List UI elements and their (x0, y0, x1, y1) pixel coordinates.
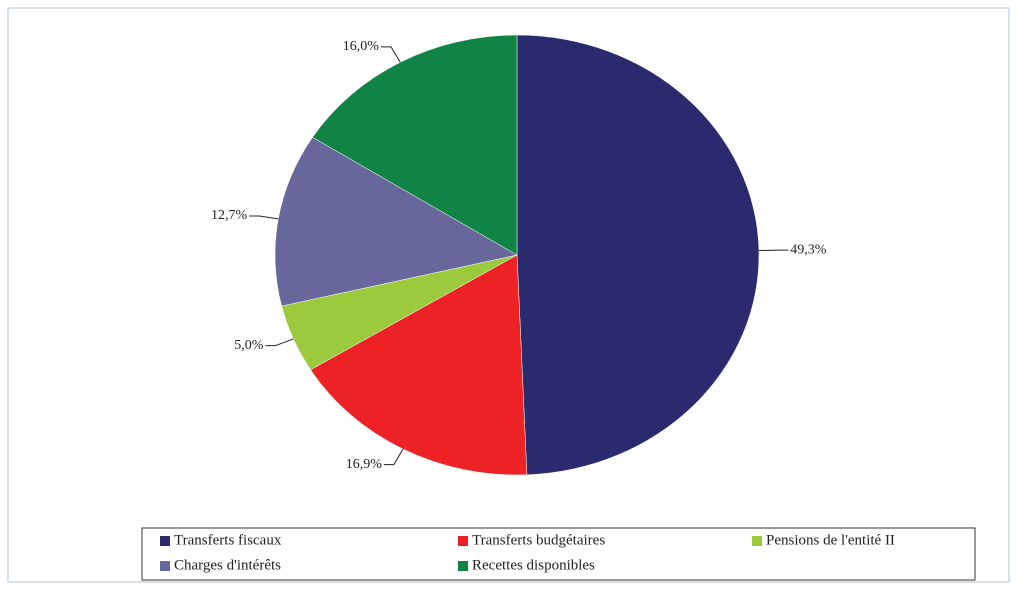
data-label: 16,0% (343, 39, 380, 54)
legend-swatch (160, 536, 170, 546)
legend-swatch (458, 561, 468, 571)
legend-label: Transferts budgétaires (472, 532, 605, 548)
legend-swatch (458, 536, 468, 546)
legend-label: Recettes disponibles (472, 557, 595, 573)
legend-label: Pensions de l'entité II (766, 532, 895, 548)
data-label: 5,0% (234, 338, 264, 353)
data-label: 49,3% (790, 242, 827, 257)
legend-swatch (160, 561, 170, 571)
data-label: 12,7% (211, 208, 248, 223)
data-label: 16,9% (346, 457, 383, 472)
legend-label: Transferts fiscaux (174, 532, 282, 548)
legend-label: Charges d'intérêts (174, 557, 281, 573)
legend-swatch (752, 536, 762, 546)
